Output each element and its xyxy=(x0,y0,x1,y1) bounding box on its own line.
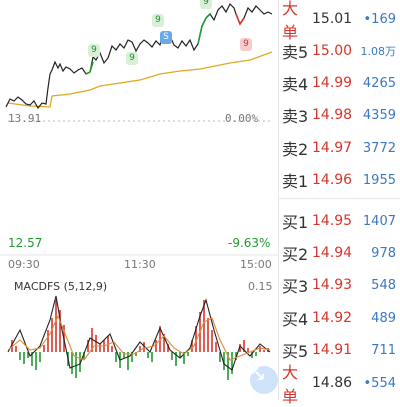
ask-label: 卖4 xyxy=(282,75,309,94)
bid-label: 买1 xyxy=(282,213,309,232)
time-label-mid: 11:30 xyxy=(124,258,156,271)
book-separator xyxy=(279,198,400,199)
bid-price: 14.94 xyxy=(312,245,353,261)
signal-badge[interactable]: 9 xyxy=(126,52,138,65)
bottom-big-order-row[interactable]: 大单 14.86 •554 xyxy=(279,363,400,406)
bid-label: 买2 xyxy=(282,245,309,264)
base-pct-label: 0.00% xyxy=(225,112,259,125)
big-order-price: 15.01 xyxy=(312,11,353,27)
bid-volume: 1407 xyxy=(362,213,396,229)
bid-row-3[interactable]: 买3 14.93 548 xyxy=(279,274,400,296)
price-line-down-segment xyxy=(235,13,245,26)
ask-volume: 4265 xyxy=(362,75,396,91)
signal-badge[interactable]: 9 xyxy=(152,14,164,27)
big-order-volume: •169 xyxy=(363,11,396,27)
ask-price: 15.00 xyxy=(312,43,353,59)
sell-signal-badge[interactable]: S xyxy=(160,31,172,44)
big-order-label: 大单 xyxy=(282,0,299,42)
low-pct-label: -9.63% xyxy=(228,236,271,250)
ask-label: 卖2 xyxy=(282,140,309,159)
bid-row-5[interactable]: 买5 14.91 711 xyxy=(279,339,400,361)
macd-top-value: 0.15 xyxy=(248,280,273,293)
ask-volume: 3772 xyxy=(362,140,396,156)
time-label-open: 09:30 xyxy=(8,258,40,271)
bid-row-1[interactable]: 买1 14.95 1407 xyxy=(279,210,400,232)
bid-price: 14.91 xyxy=(312,342,353,358)
average-price-line xyxy=(7,51,273,108)
bid-row-2[interactable]: 买2 14.94 978 xyxy=(279,242,400,264)
ask-label: 卖5 xyxy=(282,43,309,62)
signal-badge[interactable]: 9 xyxy=(88,44,100,57)
price-line-up-segment xyxy=(85,61,94,75)
macd-params: (5,12,9) xyxy=(63,280,108,293)
ask-label: 卖3 xyxy=(282,107,309,126)
bid-volume: 548 xyxy=(371,277,396,293)
signal-badge[interactable]: 9 xyxy=(200,0,212,9)
ask-volume: 4359 xyxy=(362,107,396,123)
bid-label: 买4 xyxy=(282,310,309,329)
ask-row-4[interactable]: 卖4 14.99 4265 xyxy=(279,72,400,94)
price-line-up-segment-2 xyxy=(197,13,211,45)
time-label-close: 15:00 xyxy=(240,258,272,271)
macd-dif-line xyxy=(7,295,271,371)
bid-label: 买5 xyxy=(282,342,309,361)
bid-volume: 978 xyxy=(371,245,396,261)
ask-price: 14.99 xyxy=(312,75,353,91)
ask-price: 14.97 xyxy=(312,140,353,156)
bid-label: 买3 xyxy=(282,277,309,296)
expand-arrows-icon[interactable] xyxy=(250,366,278,394)
intraday-chart[interactable]: 0.00% 13.91 12.57 -9.63% 09:30 11:30 15:… xyxy=(0,0,278,400)
big-order-price: 14.86 xyxy=(312,375,353,391)
chart-canvas xyxy=(0,2,278,380)
bid-volume: 489 xyxy=(371,310,396,326)
macd-name: MACDFS xyxy=(14,280,61,293)
top-big-order-row[interactable]: 大单 15.01 •169 xyxy=(279,0,400,42)
bid-price: 14.92 xyxy=(312,310,353,326)
ask-label: 卖1 xyxy=(282,172,309,191)
ask-row-1[interactable]: 卖1 14.96 1955 xyxy=(279,169,400,191)
ask-price: 14.96 xyxy=(312,172,353,188)
ask-volume: 1955 xyxy=(362,172,396,188)
ask-row-5[interactable]: 卖5 15.00 1.08万 xyxy=(279,40,400,62)
bid-price: 14.95 xyxy=(312,213,353,229)
ask-volume: 1.08万 xyxy=(360,45,397,58)
bid-volume: 711 xyxy=(371,342,396,358)
bid-price: 14.93 xyxy=(312,277,353,293)
ask-price: 14.98 xyxy=(312,107,353,123)
macd-title[interactable]: MACDFS (5,12,9) xyxy=(14,280,107,293)
big-order-volume: •554 xyxy=(363,375,396,391)
order-book: 大单 15.01 •169 卖5 15.00 1.08万 卖4 14.99 42… xyxy=(279,0,400,406)
low-price-label: 12.57 xyxy=(8,236,43,250)
signal-badge[interactable]: 9 xyxy=(240,38,252,51)
macd-dea-line xyxy=(7,314,271,361)
bid-row-4[interactable]: 买4 14.92 489 xyxy=(279,307,400,329)
panel-divider xyxy=(278,0,279,400)
macd-histogram xyxy=(11,300,269,380)
base-price-label: 13.91 xyxy=(8,112,42,125)
ask-row-3[interactable]: 卖3 14.98 4359 xyxy=(279,104,400,126)
ask-row-2[interactable]: 卖2 14.97 3772 xyxy=(279,137,400,159)
price-line xyxy=(5,2,273,110)
